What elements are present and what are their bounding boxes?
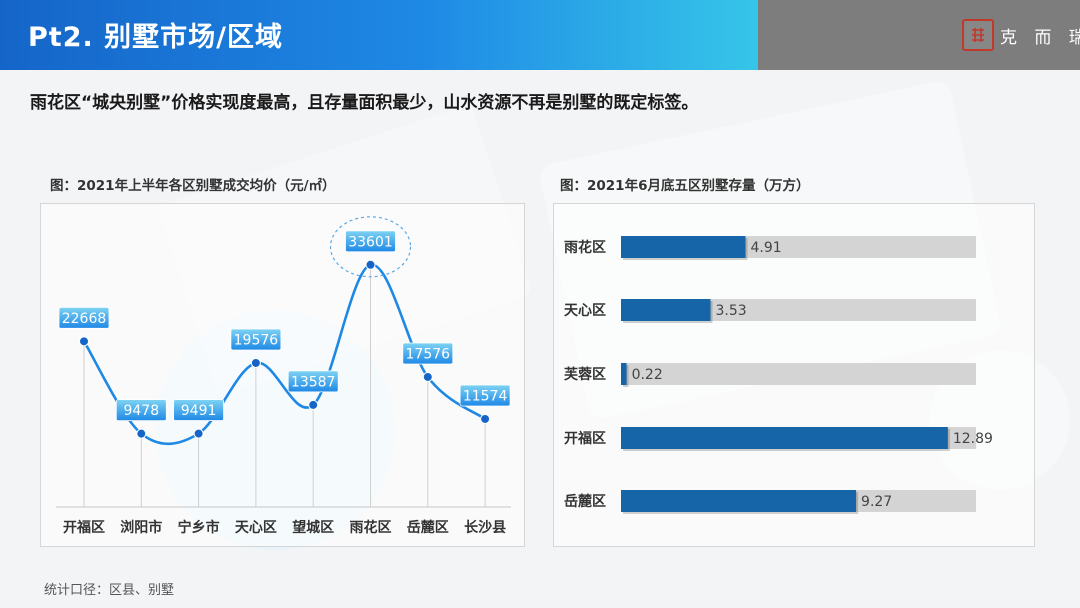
y-tick-label: 芙蓉区 (563, 366, 606, 383)
line-chart-panel: 22668 开福区 9478 浏阳市 9491 宁乡市 19576 天心区 13587 望城区 33… (40, 203, 525, 547)
x-tick-label: 宁乡市 (178, 519, 220, 536)
header: Pt2. 别墅市场/区域 克 而 瑞 (0, 0, 1080, 70)
data-point (193, 428, 204, 439)
bar-value-label: 3.53 (716, 303, 747, 319)
bar-value-label: 0.22 (632, 367, 663, 383)
data-label-box (58, 306, 110, 329)
bar-chart-panel: 雨花区 4.91 天心区 3.53 芙蓉区 0.22 开福区 12.89 岳麓区 9.27 (553, 203, 1035, 547)
data-label: 19576 (234, 332, 279, 348)
data-point (136, 428, 147, 439)
source-note: 统计口径：区县、别墅 (44, 583, 175, 598)
data-label: 22668 (62, 311, 107, 327)
data-point (365, 259, 376, 270)
x-tick-label: 开福区 (63, 519, 105, 536)
bar-value-label: 4.91 (751, 240, 782, 256)
data-label-box (345, 230, 396, 253)
bar-value-label: 9.27 (861, 494, 892, 510)
bar (621, 427, 948, 449)
bar-track (621, 363, 976, 385)
company-logo: 克 而 瑞 (962, 19, 1080, 51)
data-point (250, 357, 261, 368)
y-tick-label: 雨花区 (564, 239, 606, 256)
x-tick-label: 雨花区 (350, 519, 392, 536)
bar-chart-title: 图：2021年6月底五区别墅存量（万方） (560, 178, 810, 194)
line-chart: 22668 开福区 9478 浏阳市 9491 宁乡市 19576 天心区 13587 望城区 33… (56, 216, 511, 536)
data-label: 9491 (181, 403, 217, 419)
x-tick-label: 岳麓区 (407, 519, 449, 536)
data-label: 17576 (406, 346, 451, 362)
data-label-box (173, 399, 225, 421)
y-tick-label: 岳麓区 (564, 493, 606, 510)
logo-text: 克 而 瑞 (1000, 27, 1080, 48)
y-tick-label: 天心区 (564, 303, 606, 319)
bar (621, 363, 627, 385)
data-label-box (402, 342, 454, 365)
header-title-bar (0, 0, 758, 70)
data-label-box (459, 384, 511, 407)
bar (621, 299, 711, 321)
data-point (480, 413, 491, 424)
data-label-box (287, 370, 339, 393)
data-label-box (115, 399, 167, 422)
data-label-box (230, 328, 282, 351)
data-label: 11574 (463, 388, 508, 404)
data-point (422, 371, 433, 382)
bar (621, 490, 857, 512)
page-title: Pt2. 别墅市场/区域 (28, 22, 283, 53)
bar-value-label: 12.89 (953, 431, 993, 447)
headline: 雨花区“城央别墅”价格实现度最高，且存量面积最少，山水资源不再是别墅的既定标签。 (30, 93, 699, 113)
data-label: 9478 (123, 403, 159, 419)
x-tick-label: 天心区 (235, 520, 277, 536)
y-tick-label: 开福区 (564, 430, 606, 447)
line-chart-title: 图：2021年上半年各区别墅成交均价（元/㎡） (50, 178, 336, 194)
data-label: 13587 (291, 374, 336, 390)
bar-chart: 雨花区 4.91 天心区 3.53 芙蓉区 0.22 开福区 12.89 岳麓区 9.27 (563, 236, 993, 514)
header-logo-bar (758, 0, 1080, 70)
seal-icon (962, 19, 994, 51)
data-point (308, 399, 319, 410)
x-tick-label: 浏阳市 (120, 519, 162, 536)
highlight-circle (329, 216, 412, 278)
x-tick-label: 长沙县 (464, 519, 506, 536)
data-point (79, 336, 89, 347)
bar (621, 236, 746, 258)
data-label: 33601 (348, 234, 393, 250)
x-tick-label: 望城区 (292, 519, 334, 536)
